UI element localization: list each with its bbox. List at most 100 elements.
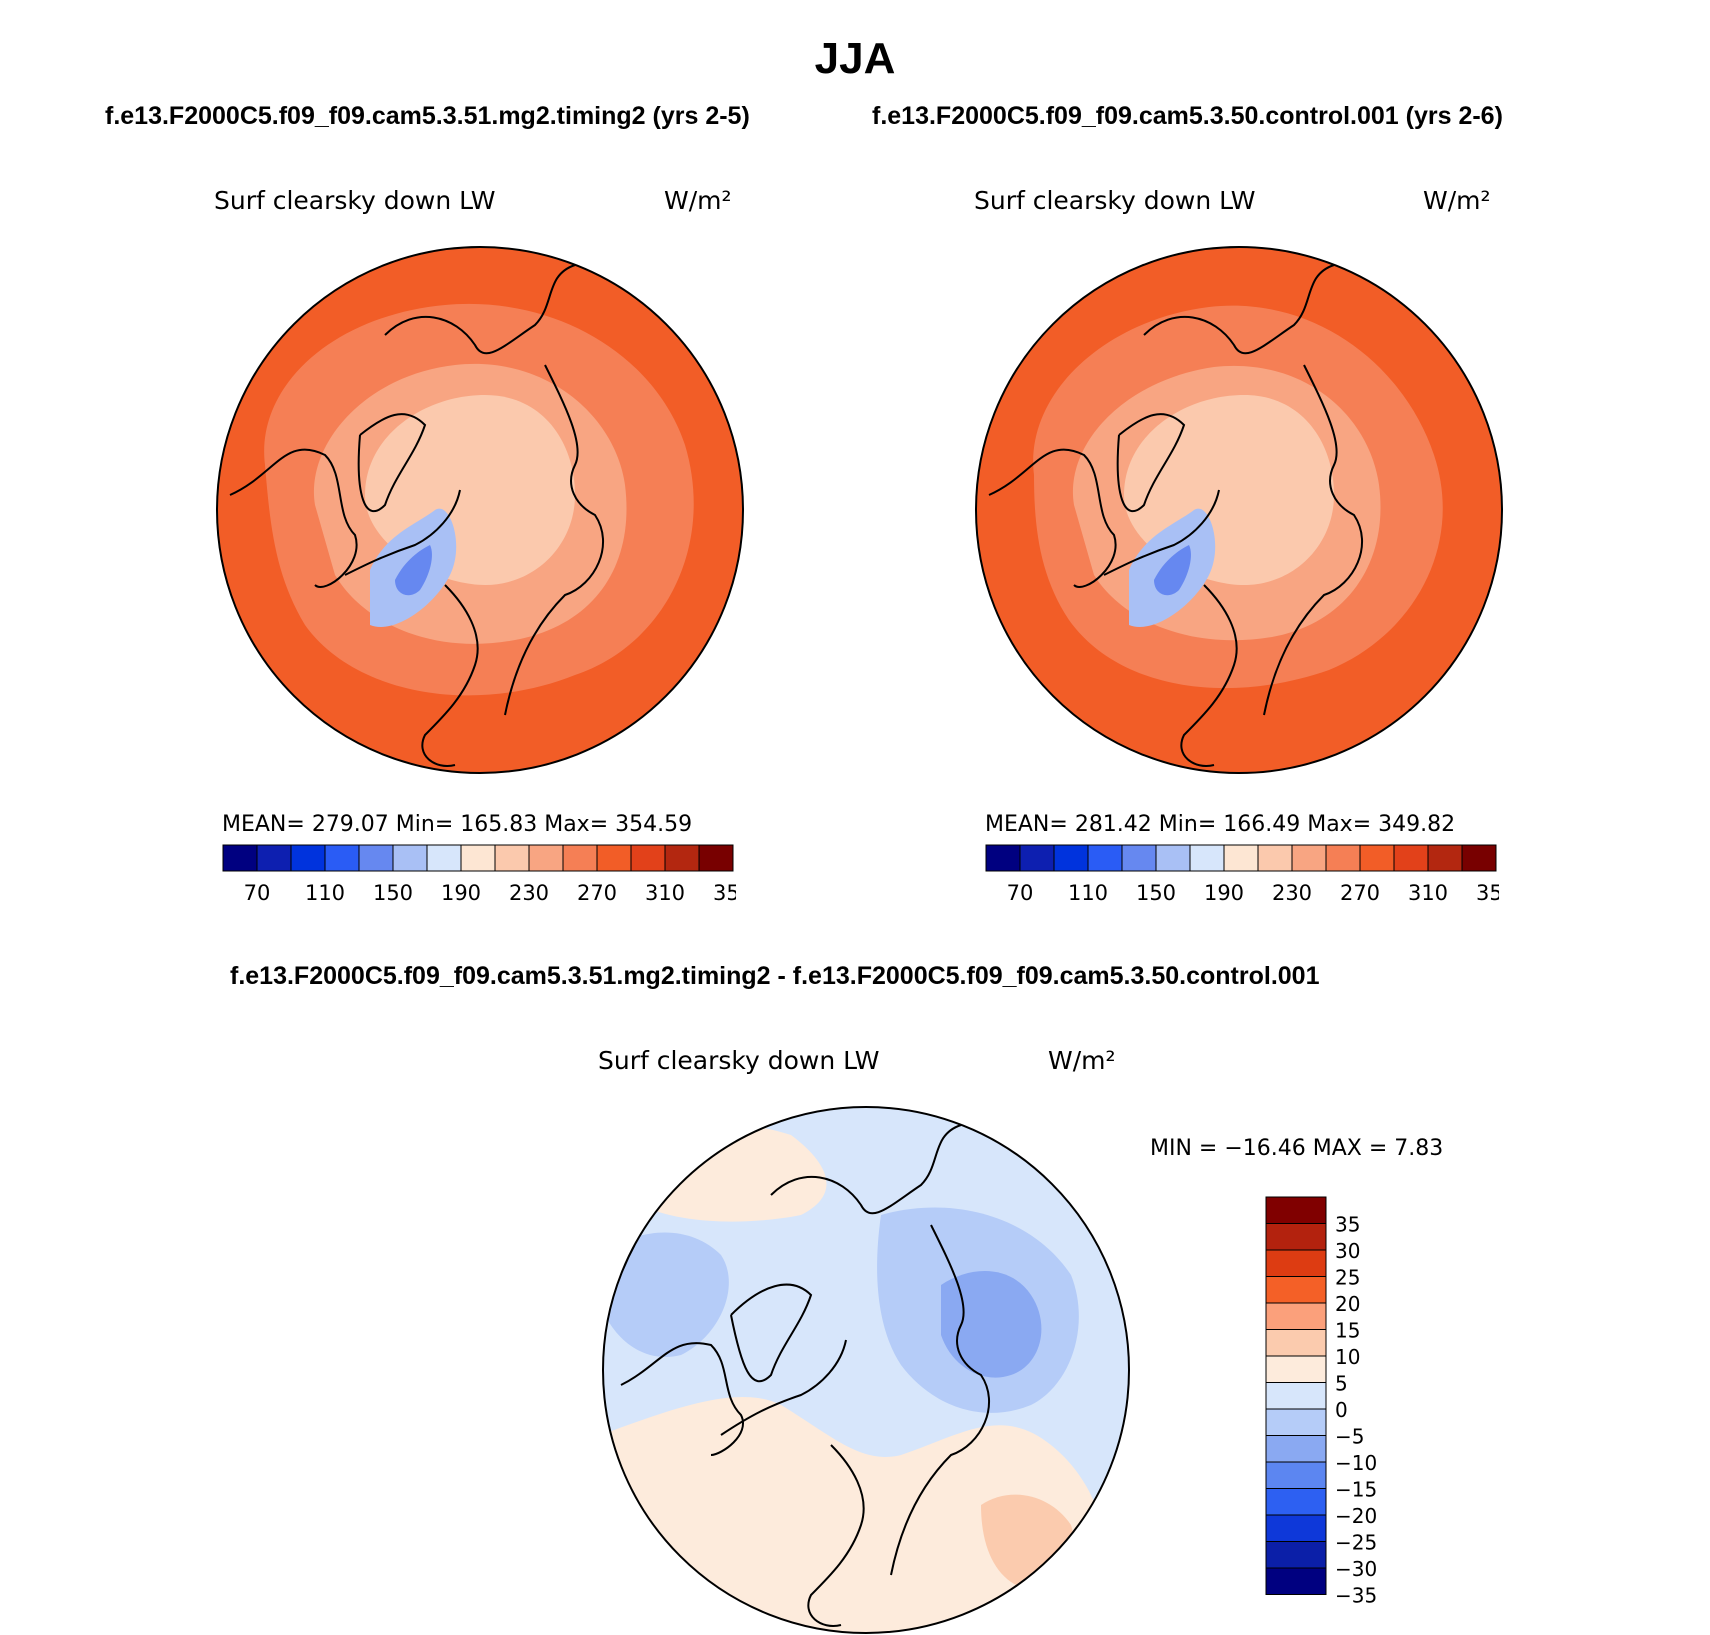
diff-colorbar-box bbox=[1265, 1567, 1327, 1595]
diff-colorbar-box bbox=[1265, 1196, 1327, 1224]
control-colorbar: 70 110 150 190 230 270 310 350 bbox=[985, 844, 1499, 905]
colorbar-box bbox=[1461, 844, 1497, 872]
colorbar-tick-label: 310 bbox=[1408, 881, 1448, 905]
colorbar-box bbox=[1121, 844, 1157, 872]
diff-field-warm-northwest bbox=[603, 1124, 827, 1222]
colorbar-box bbox=[256, 844, 292, 872]
diff-colorbar-box bbox=[1265, 1541, 1327, 1569]
colorbar-box bbox=[222, 844, 258, 872]
diff-colorbar-tick-label: 15 bbox=[1335, 1319, 1360, 1343]
colorbar-box bbox=[1257, 844, 1293, 872]
colorbar-box bbox=[392, 844, 428, 872]
colorbar-tick-label: 150 bbox=[1136, 881, 1176, 905]
colorbar-box bbox=[1325, 844, 1361, 872]
test-greenland-inner bbox=[395, 545, 432, 596]
control-colorbar-labels: 70 110 150 190 230 270 310 350 bbox=[1007, 881, 1499, 905]
diff-polar-map bbox=[602, 1106, 1130, 1634]
diff-title: f.e13.F2000C5.f09_f09.cam5.3.51.mg2.timi… bbox=[230, 962, 1320, 990]
diff-colorbar-tick-label: −30 bbox=[1335, 1557, 1377, 1581]
diff-colorbar-tick-label: −15 bbox=[1335, 1478, 1377, 1502]
colorbar-box bbox=[358, 844, 394, 872]
diff-colorbar-box bbox=[1265, 1488, 1327, 1516]
colorbar-box bbox=[528, 844, 564, 872]
colorbar-box bbox=[698, 844, 734, 872]
colorbar-tick-label: 190 bbox=[1204, 881, 1244, 905]
diff-colorbar-box bbox=[1265, 1514, 1327, 1542]
colorbar-box bbox=[1087, 844, 1123, 872]
diff-colorbar-tick-label: 10 bbox=[1335, 1345, 1360, 1369]
colorbar-box bbox=[290, 844, 326, 872]
diff-colorbar-box bbox=[1265, 1302, 1327, 1330]
diff-colorbar-box bbox=[1265, 1355, 1327, 1383]
colorbar-box bbox=[562, 844, 598, 872]
diff-colorbar-boxes bbox=[1265, 1196, 1327, 1595]
colorbar-box bbox=[664, 844, 700, 872]
test-variable-title: Surf clearsky down LW bbox=[214, 186, 496, 215]
diff-variable-title: Surf clearsky down LW bbox=[598, 1046, 880, 1075]
colorbar-tick-label: 350 bbox=[713, 881, 736, 905]
diff-colorbar-tick-label: 30 bbox=[1335, 1239, 1360, 1263]
colorbar-tick-label: 270 bbox=[577, 881, 617, 905]
test-colorbar: 70 110 150 190 230 270 310 350 bbox=[222, 844, 736, 905]
colorbar-box bbox=[1189, 844, 1225, 872]
diff-colorbar-tick-label: −25 bbox=[1335, 1531, 1377, 1555]
colorbar-tick-label: 70 bbox=[1007, 881, 1034, 905]
diff-colorbar-tick-label: −5 bbox=[1335, 1425, 1364, 1449]
control-stats: MEAN= 281.42 Min= 166.49 Max= 349.82 bbox=[985, 812, 1456, 837]
colorbar-tick-label: 150 bbox=[373, 881, 413, 905]
colorbar-tick-label: 230 bbox=[509, 881, 549, 905]
diff-colorbar-tick-label: 5 bbox=[1335, 1372, 1348, 1396]
diff-units: W/m² bbox=[1048, 1046, 1116, 1075]
colorbar-box bbox=[1291, 844, 1327, 872]
colorbar-tick-label: 350 bbox=[1476, 881, 1499, 905]
control-units: W/m² bbox=[1423, 186, 1491, 215]
test-coastlines bbox=[229, 264, 605, 767]
diff-coastlines bbox=[620, 1124, 991, 1627]
diff-colorbar-box bbox=[1265, 1461, 1327, 1489]
test-colorbar-labels: 70 110 150 190 230 270 310 350 bbox=[244, 881, 736, 905]
control-case-title: f.e13.F2000C5.f09_f09.cam5.3.50.control.… bbox=[872, 102, 1503, 130]
control-map-border bbox=[975, 246, 1503, 774]
colorbar-box bbox=[1393, 844, 1429, 872]
colorbar-box bbox=[324, 844, 360, 872]
diff-colorbar-box bbox=[1265, 1276, 1327, 1304]
diff-colorbar-tick-label: 35 bbox=[1335, 1213, 1360, 1237]
colorbar-box bbox=[494, 844, 530, 872]
diff-colorbar-box bbox=[1265, 1223, 1327, 1251]
colorbar-tick-label: 70 bbox=[244, 881, 271, 905]
diff-colorbar-box bbox=[1265, 1382, 1327, 1410]
diff-colorbar-tick-label: 20 bbox=[1335, 1292, 1360, 1316]
test-colorbar-boxes bbox=[222, 844, 734, 872]
diff-colorbar-box bbox=[1265, 1435, 1327, 1463]
control-greenland-inner bbox=[1154, 545, 1191, 596]
diff-field-cool-east-inner bbox=[941, 1271, 1042, 1378]
test-units: W/m² bbox=[664, 186, 732, 215]
diff-field-cool-west bbox=[603, 1232, 729, 1357]
colorbar-box bbox=[630, 844, 666, 872]
colorbar-tick-label: 110 bbox=[1068, 881, 1108, 905]
colorbar-tick-label: 110 bbox=[305, 881, 345, 905]
diff-colorbar-tick-label: −35 bbox=[1335, 1584, 1377, 1608]
colorbar-box bbox=[1019, 844, 1055, 872]
test-case-title: f.e13.F2000C5.f09_f09.cam5.3.51.mg2.timi… bbox=[105, 102, 750, 130]
colorbar-tick-label: 230 bbox=[1272, 881, 1312, 905]
colorbar-box bbox=[1155, 844, 1191, 872]
colorbar-tick-label: 190 bbox=[441, 881, 481, 905]
colorbar-box bbox=[1053, 844, 1089, 872]
colorbar-box bbox=[460, 844, 496, 872]
test-stats: MEAN= 279.07 Min= 165.83 Max= 354.59 bbox=[222, 812, 693, 837]
colorbar-tick-label: 270 bbox=[1340, 881, 1380, 905]
test-map-border bbox=[216, 246, 744, 774]
colorbar-tick-label: 310 bbox=[645, 881, 685, 905]
diff-colorbar-tick-label: −20 bbox=[1335, 1504, 1377, 1528]
colorbar-box bbox=[985, 844, 1021, 872]
colorbar-box bbox=[1359, 844, 1395, 872]
diff-colorbar-box bbox=[1265, 1408, 1327, 1436]
control-variable-title: Surf clearsky down LW bbox=[974, 186, 1256, 215]
diff-colorbar-box bbox=[1265, 1329, 1327, 1357]
colorbar-box bbox=[1223, 844, 1259, 872]
colorbar-box bbox=[1427, 844, 1463, 872]
control-coastlines bbox=[988, 264, 1364, 767]
